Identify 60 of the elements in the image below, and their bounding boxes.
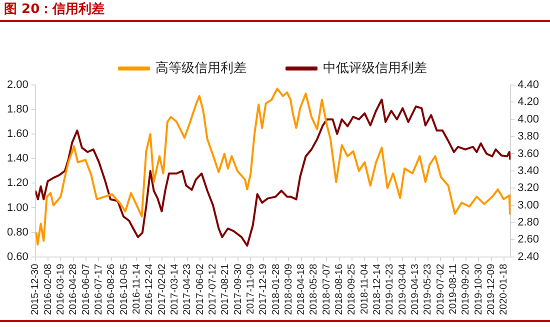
- x-tick-label: 2018-04-18: [296, 263, 308, 316]
- x-tick-label: 2017-09-30: [232, 263, 244, 316]
- x-tick-label: 2017-02-02: [156, 263, 168, 316]
- x-tick-label: 2016-03-19: [55, 263, 66, 316]
- x-tick-label: 2019-05-23: [422, 263, 434, 316]
- x-tick-label: 2018-12-14: [372, 263, 384, 316]
- x-tick-label: 2017-03-14: [169, 263, 180, 316]
- x-tick-label: 2017-04-23: [182, 263, 194, 316]
- legend-label: 高等级信用利差: [156, 60, 246, 76]
- y-tick-label: 0.80: [6, 226, 28, 238]
- x-tick-label: 2019-08-11: [448, 263, 460, 314]
- x-tick-label: 2018-11-04: [359, 263, 370, 314]
- x-tick-label: 2019-09-20: [460, 263, 472, 316]
- legend-label: 中低评级信用利差: [323, 60, 427, 76]
- y2-tick-label: 3.20: [518, 182, 540, 194]
- x-tick-label: 2019-12-09: [486, 263, 498, 316]
- y2-tick-label: 4.40: [518, 79, 540, 92]
- x-tick-label: 2017-06-02: [194, 263, 206, 316]
- x-tick-label: 2019-01-23: [384, 263, 396, 316]
- x-tick-label: 2019-03-04: [397, 263, 408, 316]
- x-tick-label: 2018-09-25: [346, 263, 358, 316]
- y2-tick-label: 3.80: [518, 130, 540, 143]
- y-tick-label: 2.00: [6, 79, 28, 92]
- x-tick-label: 2017-07-12: [207, 263, 218, 316]
- y2-tick-label: 3.40: [518, 164, 540, 177]
- y-tick-label: 1.20: [6, 177, 28, 190]
- x-tick-label: 2018-03-09: [283, 263, 294, 316]
- y-tick-label: 0.60: [6, 250, 28, 263]
- x-tick-label: 2019-04-13: [410, 263, 422, 316]
- x-tick-label: 2018-01-28: [270, 263, 282, 316]
- x-tick-label: 2016-12-24: [144, 263, 156, 316]
- x-tick-label: 2018-05-28: [308, 263, 320, 316]
- y-tick-label: 1.40: [6, 152, 28, 165]
- x-tick-label: 2020-01-18: [498, 263, 510, 316]
- x-tick-label: 2017-11-09: [245, 263, 256, 314]
- y2-tick-label: 2.60: [518, 234, 540, 246]
- x-tick-label: 2016-06-07: [80, 263, 92, 316]
- y2-tick-label: 2.80: [518, 216, 540, 229]
- y2-tick-label: 2.40: [518, 250, 540, 263]
- x-tick-label: 2016-10-05: [118, 263, 130, 316]
- chart-title: 图 20：信用利差: [0, 0, 550, 22]
- x-tick-label: 2019-10-30: [473, 263, 484, 316]
- y-tick-label: 1.60: [6, 128, 28, 140]
- y-tick-label: 1.00: [6, 202, 28, 214]
- y-tick-label: 1.80: [6, 104, 28, 116]
- x-tick-label: 2017-08-21: [220, 263, 232, 316]
- x-tick-label: 2018-07-07: [321, 263, 332, 316]
- x-tick-label: 2016-07-17: [93, 263, 104, 316]
- x-tick-label: 2016-08-26: [106, 263, 118, 316]
- x-tick-label: 2018-08-16: [334, 263, 346, 316]
- y2-tick-label: 4.00: [518, 113, 540, 126]
- y2-tick-label: 3.60: [518, 148, 540, 160]
- x-tick-label: 2016-02-08: [42, 263, 54, 316]
- x-tick-label: 2015-12-30: [30, 263, 42, 316]
- y2-tick-label: 4.20: [518, 96, 540, 108]
- x-tick-label: 2019-07-02: [435, 263, 446, 316]
- x-tick-label: 2016-04-28: [68, 263, 80, 316]
- x-tick-label: 2016-11-14: [131, 263, 142, 314]
- x-tick-label: 2017-12-19: [258, 263, 270, 316]
- y2-tick-label: 3.00: [518, 199, 540, 212]
